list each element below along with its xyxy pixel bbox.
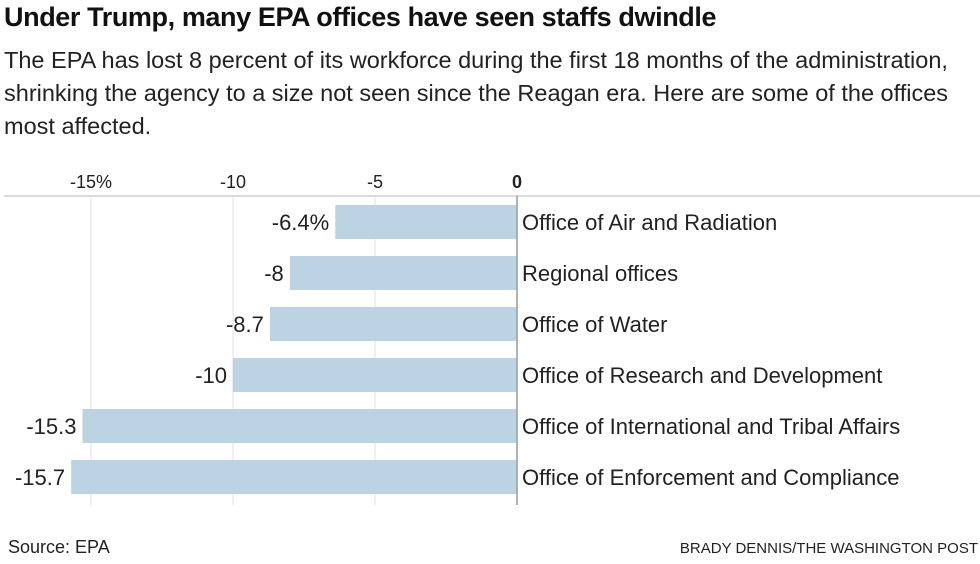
chart-title: Under Trump, many EPA offices have seen … — [4, 2, 717, 32]
category-label: Office of Air and Radiation — [522, 210, 777, 235]
data-label: -8 — [264, 261, 284, 286]
bar — [71, 460, 518, 494]
bar — [82, 409, 517, 443]
category-label: Office of International and Tribal Affai… — [522, 414, 900, 439]
x-tick-label: -5 — [367, 172, 383, 192]
data-label: -6.4% — [272, 210, 329, 235]
x-tick-label: -10 — [220, 172, 246, 192]
chart-subtitle: The EPA has lost 8 percent of its workfo… — [4, 47, 949, 139]
data-label: -8.7 — [226, 312, 264, 337]
category-label: Office of Enforcement and Compliance — [522, 465, 899, 490]
bar — [289, 256, 517, 290]
category-label: Regional offices — [522, 261, 678, 286]
credit-note: BRADY DENNIS/THE WASHINGTON POST — [679, 540, 978, 557]
x-tick-label: -15% — [70, 172, 112, 192]
data-label: -15.7 — [15, 465, 65, 490]
data-label: -15.3 — [26, 414, 76, 439]
data-label: -10 — [195, 363, 227, 388]
bar — [335, 205, 517, 239]
bar — [233, 358, 517, 392]
category-label: Office of Research and Development — [522, 363, 882, 388]
x-tick-label: 0 — [512, 172, 522, 192]
source-note: Source: EPA — [8, 537, 110, 557]
bar — [269, 307, 517, 341]
category-label: Office of Water — [522, 312, 668, 337]
